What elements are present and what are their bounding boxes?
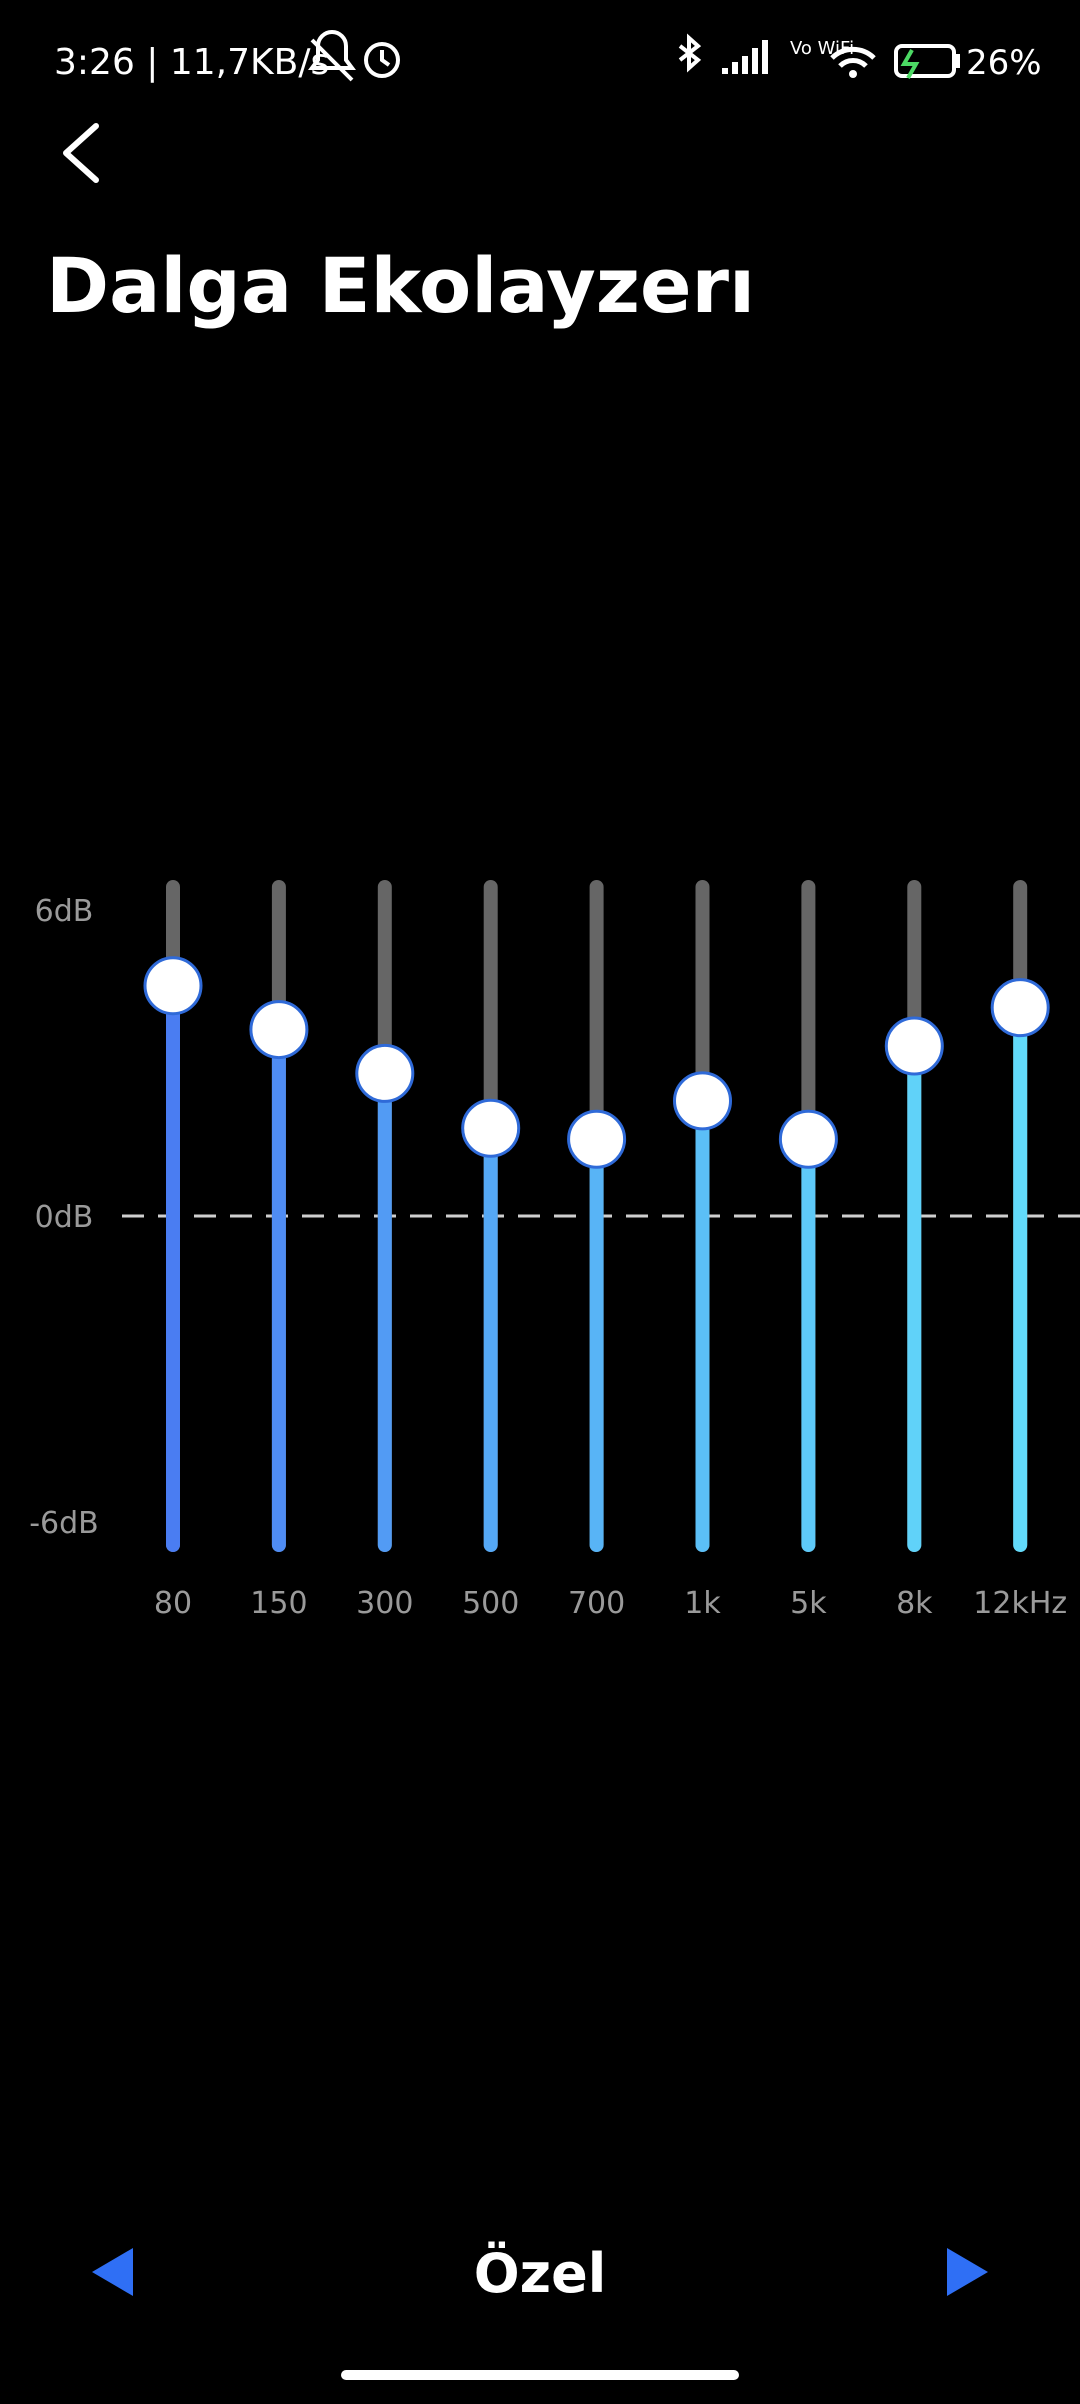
y-tick-label: 6dB xyxy=(35,894,94,929)
slider-knob[interactable] xyxy=(461,1098,521,1158)
band-label: 150 xyxy=(250,1586,307,1621)
vowifi-label: Vo WiFi xyxy=(790,38,854,59)
band-label: 80 xyxy=(154,1586,192,1621)
band-label: 1k xyxy=(684,1586,721,1621)
slider-knob[interactable] xyxy=(778,1109,838,1169)
battery-percent: 26% xyxy=(966,43,1042,83)
status-left: 3:26 | 11,7KB/s xyxy=(54,42,329,83)
band-label: 8k xyxy=(896,1586,933,1621)
band-label: 12kHz xyxy=(973,1586,1067,1621)
next-preset-button[interactable] xyxy=(947,2248,988,2296)
back-button[interactable] xyxy=(63,123,99,183)
prev-preset-button[interactable] xyxy=(92,2248,133,2296)
equalizer: 6dB 0dB -6dB 80 150 300 500 700 1k 5k 8k 12kHz xyxy=(29,880,1080,1621)
slider-knob[interactable] xyxy=(884,1016,944,1076)
slider-knob[interactable] xyxy=(249,1000,309,1060)
y-tick-label: -6dB xyxy=(29,1506,99,1541)
band-label: 700 xyxy=(568,1586,625,1621)
page-title: Dalga Ekolayzerı xyxy=(46,241,755,330)
slider-knob[interactable] xyxy=(567,1109,627,1169)
home-indicator xyxy=(341,2370,739,2380)
status-icons xyxy=(308,30,960,82)
slider-knob[interactable] xyxy=(990,978,1050,1038)
band-label: 300 xyxy=(356,1586,413,1621)
band-label: 5k xyxy=(790,1586,827,1621)
preset-name[interactable]: Özel xyxy=(474,2242,606,2305)
slider-knob[interactable] xyxy=(143,956,203,1016)
y-tick-label: 0dB xyxy=(35,1200,94,1235)
slider-knob[interactable] xyxy=(673,1071,732,1131)
slider-knob[interactable] xyxy=(355,1043,415,1103)
band-label: 500 xyxy=(462,1586,519,1621)
